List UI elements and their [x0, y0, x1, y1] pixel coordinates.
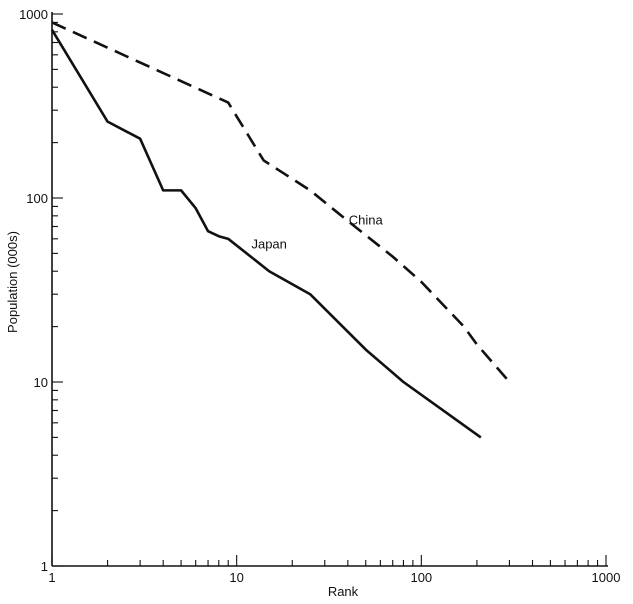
- series-japan: Japan: [50, 29, 482, 439]
- series-layer: China Japan: [50, 21, 511, 439]
- x-tick-label: 10: [229, 570, 243, 585]
- axes: 1 10 100 1000 1 10 100 1000: [19, 7, 620, 585]
- y-axis-ticks: 1 10 100 1000: [19, 7, 63, 574]
- x-axis-ticks: 1 10 100 1000: [48, 555, 620, 585]
- y-tick-label: 1: [41, 559, 48, 574]
- y-tick-label: 100: [26, 191, 48, 206]
- x-tick-label: 100: [410, 570, 432, 585]
- series-label-japan: Japan: [251, 237, 286, 252]
- series-line-china: [51, 21, 511, 383]
- x-tick-label: 1: [48, 570, 55, 585]
- x-axis-title: Rank: [328, 584, 359, 599]
- x-tick-label: 1000: [592, 570, 621, 585]
- y-tick-label: 10: [34, 375, 48, 390]
- y-tick-label: 1000: [19, 7, 48, 22]
- y-axis-title: Population (000s): [5, 231, 20, 333]
- series-line-japan: [50, 29, 482, 439]
- series-label-china: China: [349, 212, 384, 227]
- series-china: China: [51, 21, 511, 383]
